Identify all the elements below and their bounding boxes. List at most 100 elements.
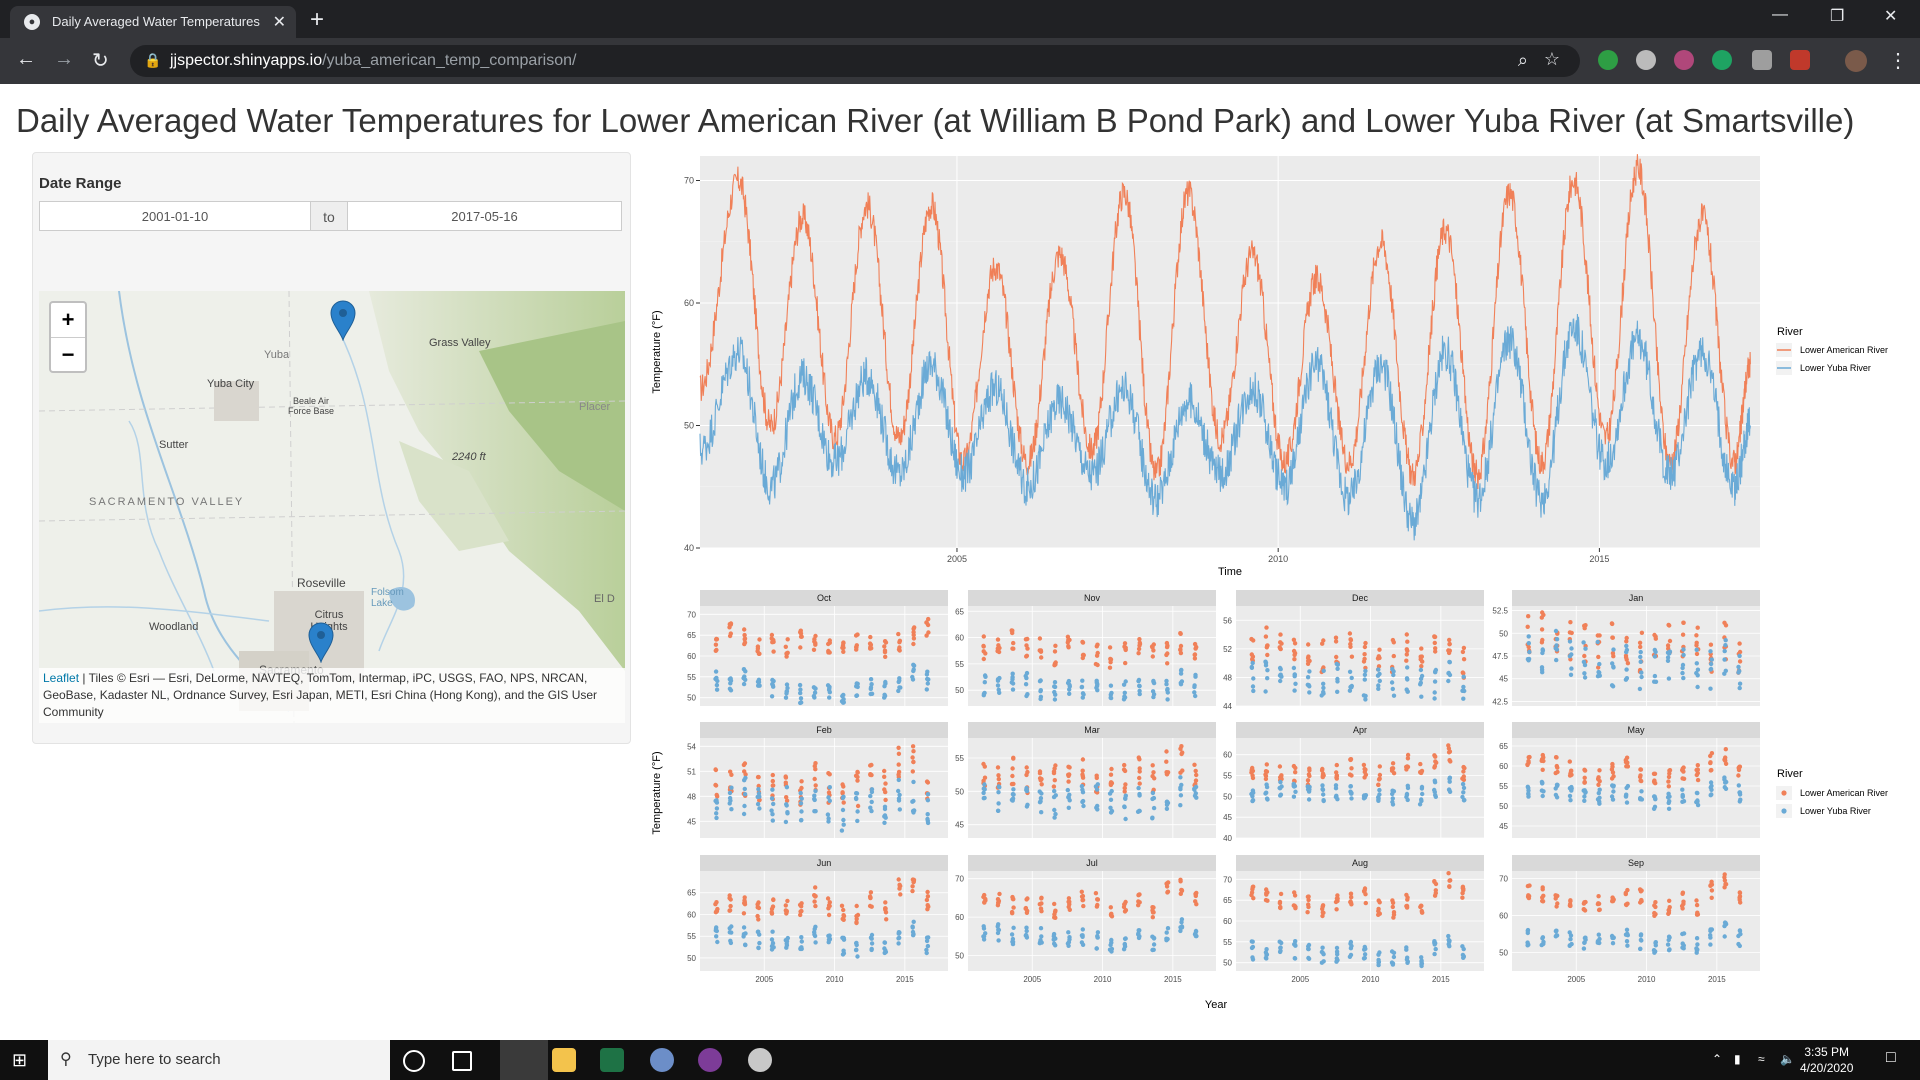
scatter-point xyxy=(1389,680,1395,685)
scatter-point xyxy=(1722,923,1727,929)
address-bar[interactable]: 🔒 jjspector.shinyapps.io/yuba_american_t… xyxy=(130,45,1580,77)
battery-icon[interactable]: ▮ xyxy=(1734,1052,1741,1066)
scatter-point xyxy=(1666,806,1672,811)
scatter-point xyxy=(1264,625,1269,630)
scatter-point xyxy=(995,903,1001,908)
scatter-point xyxy=(1652,647,1657,653)
app-icon[interactable] xyxy=(698,1048,722,1072)
y-tick-label: 70 xyxy=(1499,874,1508,883)
scatter-point xyxy=(1554,647,1560,652)
scatter-point xyxy=(1597,661,1602,667)
scatter-point xyxy=(1553,896,1558,901)
y-tick-label: 65 xyxy=(687,631,696,640)
scatter-point xyxy=(1539,779,1545,785)
date-end-input[interactable]: 2017-05-16 xyxy=(347,201,622,231)
back-icon[interactable]: ← xyxy=(16,48,36,70)
minimize-icon[interactable]: — xyxy=(1772,6,1788,23)
scatter-point xyxy=(1052,901,1057,907)
map-zoom-out-button[interactable]: − xyxy=(61,342,75,367)
extension-pdf-icon[interactable] xyxy=(1790,50,1810,70)
scatter-point xyxy=(1079,889,1084,894)
y-tick-label: 54 xyxy=(687,742,696,751)
close-window-icon[interactable]: ✕ xyxy=(1884,8,1898,25)
tray-chevron-icon[interactable]: ⌃ xyxy=(1712,1052,1723,1066)
scatter-point xyxy=(757,806,762,811)
scatter-point xyxy=(1010,677,1015,682)
scatter-point xyxy=(1348,946,1354,951)
facet-strip xyxy=(700,855,948,871)
scatter-point xyxy=(1249,665,1255,670)
scatter-point xyxy=(1376,654,1381,659)
paint-icon[interactable] xyxy=(748,1048,772,1072)
scatter-point xyxy=(1723,761,1729,766)
task-view-icon[interactable] xyxy=(452,1051,472,1071)
scatter-point xyxy=(1694,661,1700,666)
map-label: Folsom Lake xyxy=(371,587,404,609)
forward-icon[interactable]: → xyxy=(54,48,74,70)
extension-circle-icon[interactable] xyxy=(1636,50,1656,70)
scatter-point xyxy=(770,783,775,788)
scatter-point xyxy=(1250,957,1256,962)
scatter-point xyxy=(1123,816,1128,822)
scatter-point xyxy=(769,937,775,942)
legend-key xyxy=(1781,808,1787,814)
date-start-input[interactable]: 2001-01-10 xyxy=(39,201,311,231)
scatter-point xyxy=(1164,806,1170,811)
file-explorer-icon[interactable] xyxy=(552,1048,576,1072)
leaflet-link[interactable]: Leaflet xyxy=(43,671,80,685)
scatter-point xyxy=(1109,808,1115,814)
scatter-point xyxy=(1192,683,1197,688)
extension-puzzle-icon[interactable] xyxy=(1752,50,1772,70)
map-marker-yuba-icon[interactable] xyxy=(329,299,357,341)
zoom-icon[interactable]: ⌕ xyxy=(1517,50,1528,70)
map-zoom-in-button[interactable]: + xyxy=(51,303,85,338)
scatter-point xyxy=(1250,887,1255,892)
scatter-point xyxy=(1178,775,1183,780)
scatter-point xyxy=(1321,665,1326,670)
y-tick-label: 40 xyxy=(684,543,694,553)
scatter-point xyxy=(1709,783,1714,789)
scatter-point xyxy=(1292,651,1298,656)
profile-avatar[interactable] xyxy=(1845,50,1867,72)
extension-grammarly-icon[interactable] xyxy=(1712,50,1732,70)
facet-panel-background xyxy=(968,871,1216,971)
scatter-point xyxy=(1250,798,1256,803)
scatter-point xyxy=(1639,778,1644,784)
scatter-point xyxy=(1306,902,1311,907)
wifi-icon[interactable]: ≈ xyxy=(1758,1052,1765,1066)
browser-menu-icon[interactable]: ⋮ xyxy=(1888,50,1908,72)
extension-download-icon[interactable] xyxy=(1674,50,1694,70)
scatter-point xyxy=(1462,765,1467,771)
leaflet-map[interactable]: + − Grass Valley Yuba City Beale Air For… xyxy=(39,291,625,723)
excel-icon[interactable] xyxy=(600,1048,624,1072)
scatter-point xyxy=(840,790,845,795)
scatter-point xyxy=(1095,897,1100,902)
scatter-point xyxy=(1665,655,1671,660)
map-marker-american-icon[interactable] xyxy=(307,621,335,663)
maximize-icon[interactable]: ❐ xyxy=(1830,8,1845,25)
reload-icon[interactable]: ↻ xyxy=(92,50,109,72)
notifications-icon[interactable]: □ xyxy=(1886,1049,1896,1066)
extension-check-icon[interactable] xyxy=(1598,50,1618,70)
new-tab-button[interactable]: + xyxy=(310,6,325,33)
scatter-point xyxy=(897,935,902,940)
scatter-point xyxy=(1080,695,1085,700)
scatter-point xyxy=(811,685,817,690)
scatter-point xyxy=(1708,942,1713,947)
volume-icon[interactable]: 🔈 xyxy=(1780,1052,1795,1066)
taskbar-clock[interactable]: 3:35 PM 4/20/2020 xyxy=(1800,1044,1853,1076)
browser-tab[interactable]: ● Daily Averaged Water Temperatures for … xyxy=(10,6,296,38)
chrome-taskbar-icon[interactable] xyxy=(500,1040,548,1080)
scatter-point xyxy=(783,819,789,825)
scatter-point xyxy=(997,675,1002,681)
scatter-point xyxy=(1349,675,1354,681)
scatter-point xyxy=(783,644,788,649)
windows-start-icon[interactable]: ⊞ xyxy=(12,1050,28,1070)
cortana-icon[interactable] xyxy=(403,1050,425,1072)
bookmark-star-icon[interactable]: ☆ xyxy=(1543,49,1560,69)
scatter-point xyxy=(714,637,720,642)
scatter-point xyxy=(1080,897,1086,903)
r-icon[interactable] xyxy=(650,1048,674,1072)
close-tab-icon[interactable]: ✕ xyxy=(272,14,286,31)
taskbar-search-box[interactable]: ⚲ Type here to search xyxy=(48,1040,390,1080)
